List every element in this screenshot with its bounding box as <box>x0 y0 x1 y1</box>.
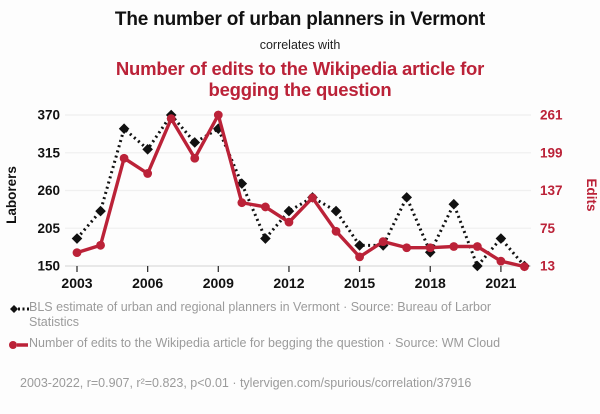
edits-data-point <box>213 110 223 120</box>
edits-data-point <box>166 114 176 124</box>
planners-data-point <box>495 233 507 244</box>
dual-axis-line-chart: 2003 2006 2009 2012 2015 2018 2021 370 315 260 205… <box>4 108 599 292</box>
planners-data-point <box>448 198 460 210</box>
edits-data-point <box>261 202 270 212</box>
legend-item-label: BLS estimate of urban and regional plann… <box>29 300 492 330</box>
chart-header: The number of urban planners in Vermont … <box>0 9 600 101</box>
legend: BLS estimate of urban and regional plann… <box>5 300 580 356</box>
edits-data-point <box>143 169 153 178</box>
edits-data-point <box>449 242 459 251</box>
edits-data-point <box>378 237 388 247</box>
planners-data-point <box>354 240 365 251</box>
planners-data-point <box>260 233 271 244</box>
right-axis-title: Edits <box>584 178 599 211</box>
right-tick-label: 261 <box>540 108 563 123</box>
planners-data-point <box>330 205 342 217</box>
secondary-title: Number of edits to the Wikipedia article… <box>115 58 485 101</box>
x-tick-label: 2015 <box>344 275 375 291</box>
right-tick-label: 13 <box>540 259 556 274</box>
red-circle-solid-icon <box>9 340 28 349</box>
right-tick-label: 199 <box>540 145 563 160</box>
left-tick-label: 150 <box>37 259 60 274</box>
edits-data-point <box>237 198 247 208</box>
black-diamond-dashed-icon <box>10 305 29 313</box>
edits-data-point <box>119 153 129 163</box>
planners-data-point <box>71 233 83 244</box>
edits-data-point <box>72 248 82 258</box>
x-tick-label: 2003 <box>61 275 92 291</box>
planners-data-point <box>213 123 224 135</box>
legend-item-planners: BLS estimate of urban and regional plann… <box>5 300 580 331</box>
edits-data-point <box>520 262 529 272</box>
edits-data-point <box>425 243 435 253</box>
left-tick-label: 205 <box>37 221 60 236</box>
edits-data-point <box>402 243 412 253</box>
edits-data-point <box>355 252 364 262</box>
right-tick-label: 137 <box>540 183 563 198</box>
legend-item-edits: Number of edits to the Wikipedia article… <box>5 336 580 351</box>
x-tick-label: 2009 <box>203 275 234 291</box>
left-tick-label: 315 <box>37 145 60 160</box>
planners-data-point <box>401 192 412 203</box>
planners-data-point <box>118 123 130 135</box>
x-tick-label: 2006 <box>132 275 163 291</box>
planners-data-point <box>95 205 106 217</box>
x-tick-label: 2018 <box>415 275 446 291</box>
planners-series-line <box>75 112 526 269</box>
left-axis-title: Laborers <box>4 166 19 224</box>
footer-stats: 2003-2022, r=0.907, r²=0.823, p<0.01 · t… <box>20 376 472 390</box>
left-tick-label: 370 <box>37 108 60 123</box>
edits-data-point <box>496 256 506 266</box>
planners-data-point <box>189 137 201 148</box>
right-tick-label: 75 <box>540 221 556 236</box>
edits-data-point <box>331 226 341 236</box>
edits-data-point <box>308 193 317 203</box>
left-tick-label: 260 <box>37 183 60 198</box>
edits-data-point <box>472 242 482 251</box>
planners-data-point <box>472 260 483 272</box>
x-tick-label: 2012 <box>273 275 304 291</box>
planners-data-point <box>283 205 295 217</box>
edits-data-point <box>96 240 105 250</box>
correlates-with-label: correlates with <box>259 38 341 52</box>
edits-data-point <box>284 217 294 227</box>
x-tick-label: 2021 <box>485 275 516 291</box>
primary-title: The number of urban planners in Vermont <box>114 9 486 30</box>
legend-item-label: Number of edits to the Wikipedia article… <box>29 335 501 350</box>
edits-data-point <box>190 153 200 163</box>
